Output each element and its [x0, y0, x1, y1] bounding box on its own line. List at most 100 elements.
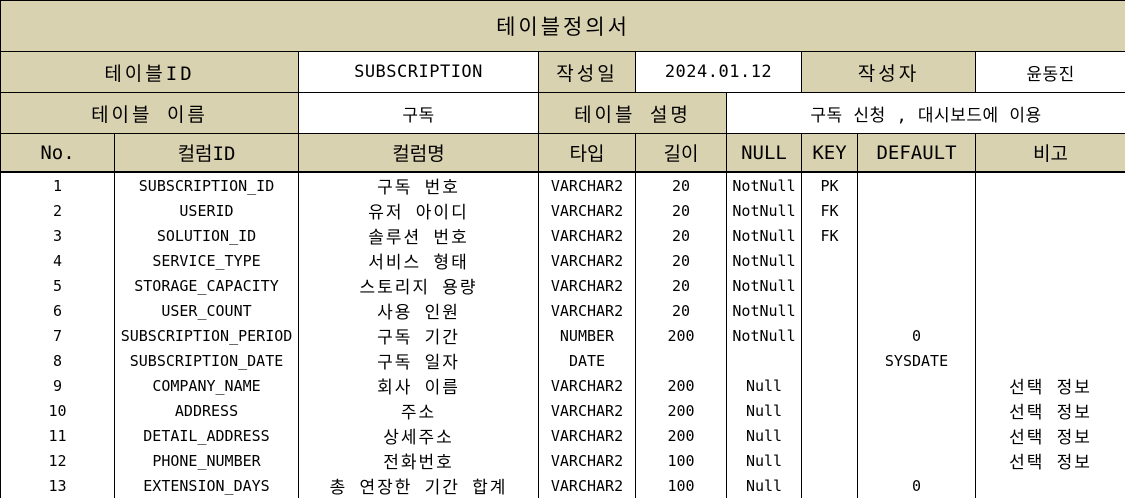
cell-type[interactable]: VARCHAR2	[539, 423, 636, 448]
cell-no[interactable]: 10	[1, 398, 115, 423]
cell-length[interactable]	[636, 348, 727, 373]
cell-no[interactable]: 7	[1, 323, 115, 348]
cell-column-name[interactable]: 구독 번호	[299, 172, 539, 198]
cell-key[interactable]	[802, 348, 858, 373]
cell-length[interactable]: 200	[636, 398, 727, 423]
date-value[interactable]: 2024.01.12	[636, 52, 802, 93]
cell-null[interactable]: Null	[727, 398, 802, 423]
cell-length[interactable]: 200	[636, 423, 727, 448]
cell-null[interactable]: Null	[727, 448, 802, 473]
cell-note[interactable]	[976, 198, 1125, 223]
cell-length[interactable]: 20	[636, 198, 727, 223]
cell-length[interactable]: 20	[636, 298, 727, 323]
cell-default[interactable]: 0	[858, 473, 976, 498]
cell-note[interactable]	[976, 248, 1125, 273]
cell-key[interactable]: FK	[802, 223, 858, 248]
cell-note[interactable]	[976, 323, 1125, 348]
cell-default[interactable]	[858, 248, 976, 273]
cell-length[interactable]: 200	[636, 323, 727, 348]
cell-no[interactable]: 2	[1, 198, 115, 223]
cell-note[interactable]	[976, 172, 1125, 198]
cell-type[interactable]: DATE	[539, 348, 636, 373]
cell-null[interactable]: NotNull	[727, 298, 802, 323]
cell-default[interactable]	[858, 423, 976, 448]
cell-key[interactable]	[802, 448, 858, 473]
cell-column-id[interactable]: PHONE_NUMBER	[115, 448, 299, 473]
cell-note[interactable]: 선택 정보	[976, 448, 1125, 473]
cell-column-id[interactable]: USERID	[115, 198, 299, 223]
cell-length[interactable]: 200	[636, 373, 727, 398]
cell-note[interactable]	[976, 223, 1125, 248]
cell-column-name[interactable]: 서비스 형태	[299, 248, 539, 273]
cell-length[interactable]: 20	[636, 248, 727, 273]
cell-default[interactable]	[858, 398, 976, 423]
cell-no[interactable]: 9	[1, 373, 115, 398]
cell-no[interactable]: 13	[1, 473, 115, 498]
cell-column-name[interactable]: 구독 일자	[299, 348, 539, 373]
cell-column-name[interactable]: 전화번호	[299, 448, 539, 473]
cell-default[interactable]	[858, 373, 976, 398]
cell-column-id[interactable]: SERVICE_TYPE	[115, 248, 299, 273]
cell-no[interactable]: 5	[1, 273, 115, 298]
table-desc-value[interactable]: 구독 신청 , 대시보드에 이용	[727, 93, 1125, 134]
cell-type[interactable]: VARCHAR2	[539, 473, 636, 498]
table-id-value[interactable]: SUBSCRIPTION	[299, 52, 539, 93]
cell-type[interactable]: VARCHAR2	[539, 398, 636, 423]
cell-length[interactable]: 100	[636, 473, 727, 498]
cell-column-id[interactable]: SOLUTION_ID	[115, 223, 299, 248]
cell-note[interactable]	[976, 348, 1125, 373]
cell-column-name[interactable]: 솔루션 번호	[299, 223, 539, 248]
cell-key[interactable]	[802, 373, 858, 398]
cell-no[interactable]: 3	[1, 223, 115, 248]
cell-column-id[interactable]: ADDRESS	[115, 398, 299, 423]
cell-key[interactable]	[802, 423, 858, 448]
cell-null[interactable]: Null	[727, 373, 802, 398]
cell-type[interactable]: VARCHAR2	[539, 448, 636, 473]
cell-key[interactable]	[802, 398, 858, 423]
cell-no[interactable]: 6	[1, 298, 115, 323]
cell-null[interactable]: NotNull	[727, 323, 802, 348]
cell-default[interactable]: SYSDATE	[858, 348, 976, 373]
cell-default[interactable]: 0	[858, 323, 976, 348]
cell-type[interactable]: VARCHAR2	[539, 373, 636, 398]
cell-note[interactable]: 선택 정보	[976, 373, 1125, 398]
cell-note[interactable]: 선택 정보	[976, 398, 1125, 423]
cell-length[interactable]: 20	[636, 223, 727, 248]
cell-no[interactable]: 8	[1, 348, 115, 373]
cell-column-id[interactable]: SUBSCRIPTION_ID	[115, 172, 299, 198]
cell-key[interactable]: FK	[802, 198, 858, 223]
cell-default[interactable]	[858, 172, 976, 198]
cell-key[interactable]	[802, 323, 858, 348]
cell-column-id[interactable]: DETAIL_ADDRESS	[115, 423, 299, 448]
cell-length[interactable]: 20	[636, 172, 727, 198]
cell-default[interactable]	[858, 273, 976, 298]
cell-note[interactable]	[976, 298, 1125, 323]
cell-key[interactable]	[802, 273, 858, 298]
cell-key[interactable]	[802, 473, 858, 498]
cell-null[interactable]: NotNull	[727, 248, 802, 273]
cell-column-id[interactable]: STORAGE_CAPACITY	[115, 273, 299, 298]
cell-note[interactable]	[976, 473, 1125, 498]
cell-column-name[interactable]: 유저 아이디	[299, 198, 539, 223]
cell-key[interactable]	[802, 248, 858, 273]
cell-column-id[interactable]: SUBSCRIPTION_PERIOD	[115, 323, 299, 348]
cell-no[interactable]: 1	[1, 172, 115, 198]
cell-default[interactable]	[858, 298, 976, 323]
cell-column-name[interactable]: 회사 이름	[299, 373, 539, 398]
cell-type[interactable]: VARCHAR2	[539, 298, 636, 323]
cell-key[interactable]	[802, 298, 858, 323]
cell-no[interactable]: 4	[1, 248, 115, 273]
author-value[interactable]: 윤동진	[976, 52, 1125, 93]
cell-column-id[interactable]: SUBSCRIPTION_DATE	[115, 348, 299, 373]
cell-default[interactable]	[858, 223, 976, 248]
cell-null[interactable]: NotNull	[727, 172, 802, 198]
cell-length[interactable]: 20	[636, 273, 727, 298]
cell-null[interactable]	[727, 348, 802, 373]
cell-column-name[interactable]: 총 연장한 기간 합계	[299, 473, 539, 498]
cell-type[interactable]: VARCHAR2	[539, 172, 636, 198]
cell-column-name[interactable]: 구독 기간	[299, 323, 539, 348]
cell-column-id[interactable]: COMPANY_NAME	[115, 373, 299, 398]
table-name-value[interactable]: 구독	[299, 93, 539, 134]
cell-type[interactable]: VARCHAR2	[539, 248, 636, 273]
cell-no[interactable]: 12	[1, 448, 115, 473]
